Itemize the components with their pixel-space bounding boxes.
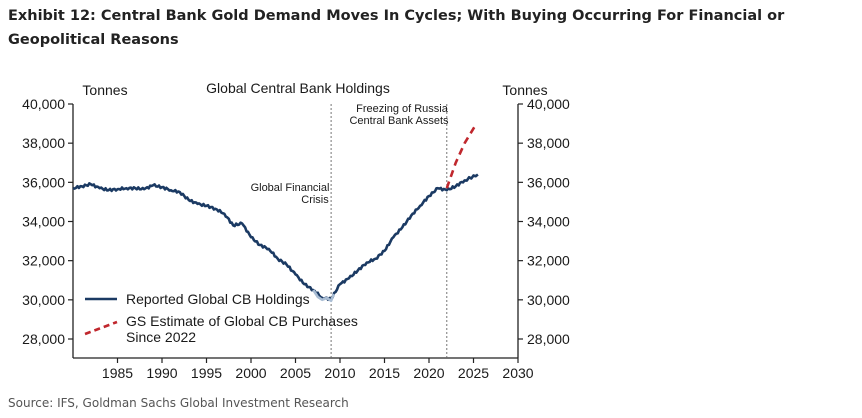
x-tick-label: 2005 [280, 365, 311, 381]
y-tick-label-right: 34,000 [527, 214, 570, 230]
x-tick-label: 2025 [458, 365, 489, 381]
x-tick-label: 2000 [235, 365, 266, 381]
y-tick-label-left: 34,000 [22, 214, 65, 230]
source-note: Source: IFS, Goldman Sachs Global Invest… [8, 396, 349, 410]
y-axis-label-left: Tonnes [82, 82, 127, 98]
y-tick-label-right: 38,000 [527, 135, 570, 151]
series-gs-estimate [445, 124, 477, 189]
russia-annotation-line2: Central Bank Assets [349, 115, 449, 127]
russia-annotation-line1: Freezing of Russia [356, 103, 449, 115]
legend-label-estimate-line2: Since 2022 [126, 329, 196, 345]
gfc-annotation-line1: Global Financial [251, 182, 330, 194]
y-tick-label-left: 38,000 [22, 135, 65, 151]
y-axis-label-right: Tonnes [502, 82, 547, 98]
y-ticks: 28,000 28,000 30,000 30,000 32,000 32,000 34,0… [22, 96, 570, 347]
y-tick-label-left: 30,000 [22, 292, 65, 308]
legend-label-estimate: GS Estimate of Global CB Purchases [126, 313, 358, 329]
x-tick-label: 1985 [102, 365, 133, 381]
x-tick-label: 2010 [324, 365, 355, 381]
y-tick-label-right: 28,000 [527, 331, 570, 347]
x-tick-label: 1995 [191, 365, 222, 381]
chart-title: Global Central Bank Holdings [206, 80, 390, 96]
y-tick-label-left: 36,000 [22, 174, 65, 190]
legend: Reported Global CB Holdings GS Estimate … [84, 291, 358, 345]
series-gfc-segment [312, 289, 336, 303]
x-tick-label: 2020 [413, 365, 444, 381]
x-tick-label: 2015 [369, 365, 400, 381]
series-reported-holdings [72, 173, 479, 302]
gfc-annotation-line2: Crisis [301, 194, 329, 206]
x-ticks: 1985 1990 1995 2000 2005 2010 2015 2020 2025 2030 [102, 358, 534, 381]
y-tick-label-right: 36,000 [527, 174, 570, 190]
y-tick-label-left: 32,000 [22, 253, 65, 269]
y-tick-label-left: 28,000 [22, 331, 65, 347]
legend-swatch-estimate [84, 320, 118, 336]
y-tick-label-left: 40,000 [22, 96, 65, 112]
y-tick-label-right: 30,000 [527, 292, 570, 308]
x-tick-label: 2030 [502, 365, 533, 381]
x-tick-label: 1990 [146, 365, 177, 381]
legend-label-reported: Reported Global CB Holdings [126, 291, 310, 307]
y-tick-label-right: 32,000 [527, 253, 570, 269]
exhibit-title: Exhibit 12: Central Bank Gold Demand Mov… [8, 8, 785, 48]
y-tick-label-right: 40,000 [527, 96, 570, 112]
